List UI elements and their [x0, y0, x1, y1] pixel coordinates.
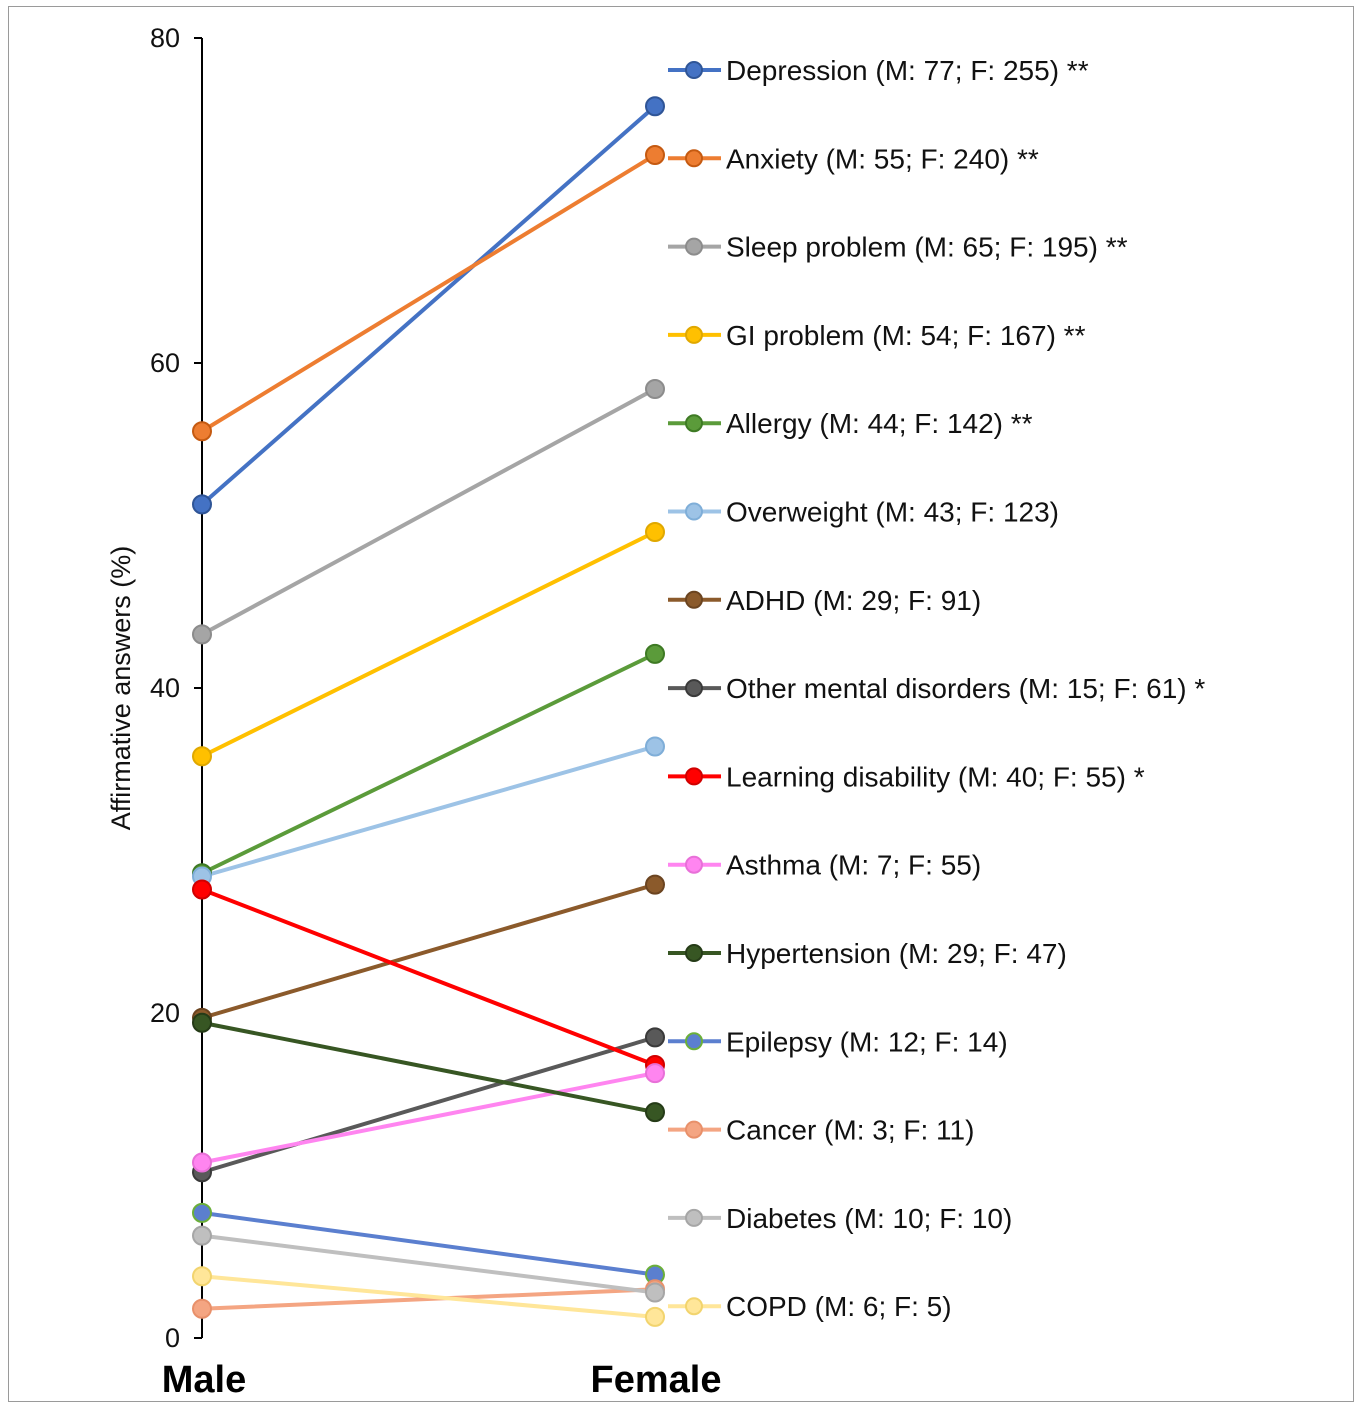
legend-swatch-marker	[685, 1032, 703, 1051]
legend-swatch-marker	[685, 855, 703, 874]
series-line-2	[200, 387, 657, 637]
point-male-2	[192, 624, 212, 645]
legend-label: GI problem (M: 54; F: 167) **	[726, 320, 1086, 351]
series-line-13	[200, 1233, 657, 1295]
series-line-6	[200, 882, 657, 1020]
series-line-5	[200, 744, 657, 879]
legend-label: COPD (M: 6; F: 5)	[726, 1291, 952, 1322]
legend-label: Cancer (M: 3; F: 11)	[726, 1115, 974, 1146]
legend-item-0: Depression (M: 77; F: 255) **	[668, 55, 1089, 86]
series-line-4	[200, 651, 657, 876]
legend-item-7: Other mental disorders (M: 15; F: 61) *	[668, 673, 1205, 704]
series-points	[192, 96, 665, 1327]
legend-label: Hypertension (M: 29; F: 47)	[726, 938, 1067, 969]
legend-label: Other mental disorders (M: 15; F: 61) *	[726, 673, 1205, 704]
legend-label: Learning disability (M: 40; F: 55) *	[726, 761, 1145, 792]
legend: Depression (M: 77; F: 255) ** Anxiety (M:…	[668, 55, 1205, 1322]
y-tick-label: 60	[150, 348, 180, 378]
series-line-11	[200, 1210, 657, 1277]
legend-swatch-marker	[685, 944, 703, 962]
point-female-10	[645, 1102, 665, 1123]
legend-label: Epilepsy (M: 12; F: 14)	[726, 1026, 1008, 1057]
legend-swatch-marker	[685, 414, 703, 433]
point-male-14	[192, 1266, 212, 1287]
y-tick-label: 20	[150, 998, 180, 1028]
legend-item-1: Anxiety (M: 55; F: 240) **	[668, 143, 1039, 174]
series-line-3	[200, 530, 657, 759]
y-tick-label: 0	[165, 1323, 180, 1353]
legend-item-3: GI problem (M: 54; F: 167) **	[668, 320, 1086, 351]
y-axis-title: Affirmative answers (%)	[106, 546, 136, 831]
legend-item-8: Learning disability (M: 40; F: 55) *	[668, 761, 1145, 792]
point-female-14	[645, 1306, 665, 1327]
legend-label: Sleep problem (M: 65; F: 195) **	[726, 232, 1128, 263]
point-male-1	[192, 421, 212, 442]
point-male-10	[192, 1012, 212, 1033]
legend-swatch-marker	[685, 590, 703, 609]
legend-item-12: Cancer (M: 3; F: 11)	[668, 1115, 974, 1146]
point-female-2	[645, 379, 665, 399]
y-tick-label: 40	[150, 673, 180, 703]
series-line-0	[200, 104, 657, 507]
legend-swatch-marker	[685, 1208, 703, 1227]
x-category-label-female: Female	[591, 1359, 722, 1401]
legend-swatch-marker	[685, 61, 703, 79]
point-female-0	[645, 96, 665, 117]
y-tick-label: 80	[150, 23, 180, 53]
legend-label: Anxiety (M: 55; F: 240) **	[726, 143, 1039, 174]
legend-swatch-marker	[685, 502, 703, 521]
legend-label: Overweight (M: 43; F: 123)	[726, 497, 1059, 528]
point-female-3	[645, 522, 665, 542]
legend-item-9: Asthma (M: 7; F: 55)	[668, 850, 981, 881]
legend-item-6: ADHD (M: 29; F: 91)	[668, 585, 981, 616]
series-lines	[200, 104, 657, 1319]
series-line-8	[200, 887, 657, 1067]
legend-label: Diabetes (M: 10; F: 10)	[726, 1203, 1012, 1234]
legend-item-10: Hypertension (M: 29; F: 47)	[668, 938, 1067, 969]
legend-swatch-marker	[685, 767, 703, 786]
legend-label: Depression (M: 77; F: 255) **	[726, 55, 1089, 86]
legend-item-11: Epilepsy (M: 12; F: 14)	[668, 1026, 1008, 1057]
legend-item-5: Overweight (M: 43; F: 123)	[668, 497, 1059, 528]
legend-item-14: COPD (M: 6; F: 5)	[668, 1291, 952, 1322]
legend-swatch-marker	[685, 1120, 703, 1139]
legend-label: ADHD (M: 29; F: 91)	[726, 585, 981, 616]
point-female-5	[645, 736, 665, 757]
point-female-9	[645, 1063, 665, 1084]
legend-label: Allergy (M: 44; F: 142) **	[726, 408, 1033, 439]
series-line-1	[200, 153, 657, 434]
point-female-4	[645, 643, 665, 664]
point-female-6	[645, 874, 665, 895]
legend-item-4: Allergy (M: 44; F: 142) **	[668, 408, 1033, 439]
legend-swatch-marker	[685, 325, 703, 344]
point-male-3	[192, 746, 212, 767]
legend-item-2: Sleep problem (M: 65; F: 195) **	[668, 232, 1128, 263]
point-female-13	[645, 1282, 665, 1303]
legend-swatch-marker	[685, 149, 703, 168]
series-line-14	[200, 1274, 657, 1319]
legend-swatch-marker	[685, 679, 703, 698]
series-line-9	[200, 1071, 657, 1165]
point-male-13	[192, 1225, 212, 1246]
chart-frame	[8, 6, 1354, 1402]
legend-swatch-marker	[685, 237, 703, 256]
point-male-11	[192, 1202, 212, 1223]
point-male-9	[192, 1152, 212, 1173]
y-axis: 0 20 40 60 80	[150, 23, 203, 1353]
point-male-8	[192, 879, 212, 900]
point-female-7	[645, 1027, 665, 1048]
point-female-1	[645, 145, 665, 165]
series-line-10	[200, 1020, 657, 1115]
point-male-0	[192, 494, 212, 515]
series-line-7	[200, 1035, 657, 1175]
x-category-label-male: Male	[162, 1359, 246, 1401]
series-line-12	[200, 1287, 657, 1311]
point-male-12	[192, 1298, 212, 1319]
legend-label: Asthma (M: 7; F: 55)	[726, 850, 981, 881]
legend-item-13: Diabetes (M: 10; F: 10)	[668, 1203, 1012, 1234]
legend-swatch-marker	[685, 1297, 703, 1316]
